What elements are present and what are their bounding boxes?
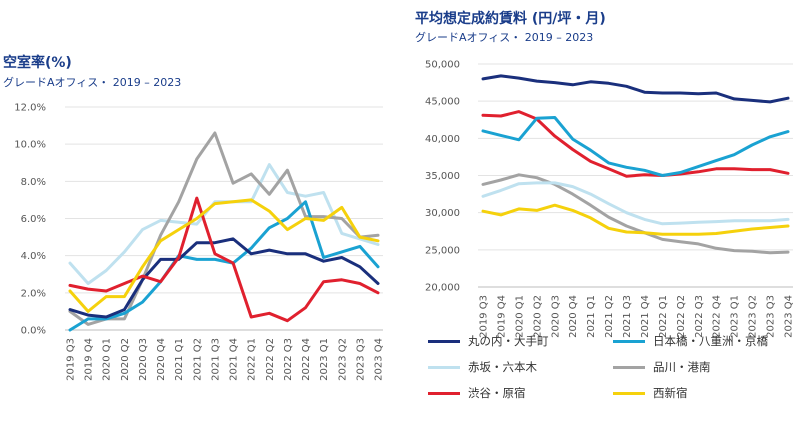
vacancy-y-tick-label: 12.0% <box>14 103 46 114</box>
rent-x-tick-label: 2022 Q1 <box>658 295 669 338</box>
rent-x-tick-label: 2021 Q3 <box>622 295 633 338</box>
rent-x-tick-label: 2020 Q3 <box>550 295 561 338</box>
legend-swatch <box>613 391 645 395</box>
rent-x-tick-label: 2021 Q2 <box>604 295 615 338</box>
rent-x-tick-label: 2022 Q3 <box>694 295 705 338</box>
legend-label: 渋谷・原宿 <box>468 386 526 400</box>
rent-x-tick-label: 2023 Q2 <box>748 295 759 338</box>
vacancy-y-tick-label: 2.0% <box>21 288 46 299</box>
rent-series-line <box>481 181 790 226</box>
rent-series-line <box>481 116 790 177</box>
legend: 丸の内・大手町 日本橋・八重洲・京橋赤坂・六本木 品川・港南渋谷・原宿 西新宿 <box>428 328 798 432</box>
vacancy-x-tick-label: 2019 Q3 <box>66 338 77 381</box>
rent-series-line <box>481 110 790 178</box>
rent-x-tick-label: 2019 Q3 <box>479 295 490 338</box>
legend-item: 丸の内・大手町 <box>428 328 613 354</box>
rent-x-tick-label: 2019 Q4 <box>496 295 507 338</box>
legend-label: 丸の内・大手町 <box>468 334 549 348</box>
vacancy-series-line <box>68 200 380 332</box>
rent-y-tick-label: 30,000 <box>425 208 460 219</box>
rent-series-line <box>481 203 790 236</box>
vacancy-x-tick-label: 2023 Q3 <box>355 338 366 381</box>
vacancy-series-line <box>68 196 380 323</box>
vacancy-x-tick-label: 2020 Q3 <box>138 338 149 381</box>
vacancy-x-tick-label: 2020 Q1 <box>102 338 113 381</box>
legend-swatch <box>428 339 460 343</box>
vacancy-series-line <box>68 163 380 285</box>
rent-x-tick-label: 2020 Q1 <box>514 295 525 338</box>
rent-series-line <box>481 74 790 104</box>
vacancy-x-tick-label: 2023 Q1 <box>319 338 330 381</box>
vacancy-y-tick-label: 8.0% <box>21 177 46 188</box>
rent-x-tick-label: 2023 Q1 <box>730 295 741 338</box>
rent-x-tick-label: 2020 Q2 <box>532 295 543 338</box>
legend-swatch <box>613 365 645 369</box>
vacancy-chart-subtitle: グレードAオフィス・ 2019 – 2023 <box>3 76 182 89</box>
rent-chart: 20,000 25,000 30,000 35,000 40,000 45,000 50,0… <box>425 60 795 338</box>
vacancy-x-tick-label: 2019 Q4 <box>84 338 95 381</box>
rent-x-tick-label: 2023 Q4 <box>784 295 795 338</box>
vacancy-x-tick-label: 2022 Q4 <box>301 338 312 381</box>
legend-item: 日本橋・八重洲・京橋 <box>613 328 798 354</box>
legend-item: 西新宿 <box>613 380 798 406</box>
rent-x-tick-label: 2022 Q2 <box>676 295 687 338</box>
rent-y-tick-label: 40,000 <box>425 134 460 145</box>
vacancy-y-tick-label: 4.0% <box>21 251 46 262</box>
vacancy-rate-chart: 0.0% 2.0% 4.0% 6.0% 8.0% 10.0% 12.0% 2019 Q3 201… <box>14 103 384 381</box>
vacancy-y-tick-label: 6.0% <box>21 214 46 225</box>
legend-item: 品川・港南 <box>613 354 798 380</box>
legend-swatch <box>613 339 645 343</box>
vacancy-x-tick-label: 2020 Q4 <box>156 338 167 381</box>
vacancy-series-line <box>68 198 380 313</box>
legend-swatch <box>428 391 460 395</box>
rent-y-tick-label: 45,000 <box>425 97 460 108</box>
rent-y-tick-label: 50,000 <box>425 60 460 71</box>
legend-label: 品川・港南 <box>653 360 711 374</box>
vacancy-x-tick-label: 2022 Q2 <box>265 338 276 381</box>
vacancy-y-tick-label: 10.0% <box>14 140 46 151</box>
vacancy-x-tick-label: 2022 Q3 <box>283 338 294 381</box>
rent-y-tick-label: 20,000 <box>425 283 460 294</box>
vacancy-x-tick-label: 2021 Q1 <box>174 338 185 381</box>
rent-series-line <box>481 173 790 255</box>
rent-x-tick-label: 2023 Q3 <box>766 295 777 338</box>
legend-label: 赤坂・六本木 <box>468 360 537 374</box>
legend-item: 渋谷・原宿 <box>428 380 613 406</box>
rent-x-tick-label: 2021 Q4 <box>640 295 651 338</box>
vacancy-x-tick-label: 2021 Q3 <box>210 338 221 381</box>
rent-y-tick-label: 25,000 <box>425 245 460 256</box>
vacancy-x-tick-label: 2021 Q4 <box>229 338 240 381</box>
vacancy-chart-title: 空室率(%) <box>3 55 72 71</box>
rent-chart-subtitle: グレードAオフィス・ 2019 – 2023 <box>415 31 594 44</box>
rent-x-tick-label: 2020 Q4 <box>568 295 579 338</box>
rent-chart-title: 平均想定成約賃料 (円/坪・月) <box>415 11 606 27</box>
vacancy-x-tick-label: 2023 Q2 <box>337 338 348 381</box>
legend-swatch <box>428 365 460 369</box>
vacancy-x-tick-label: 2022 Q1 <box>247 338 258 381</box>
legend-item: 赤坂・六本木 <box>428 354 613 380</box>
rent-x-tick-label: 2022 Q4 <box>712 295 723 338</box>
legend-label: 西新宿 <box>653 386 688 400</box>
vacancy-x-tick-label: 2020 Q2 <box>120 338 131 381</box>
vacancy-x-tick-label: 2023 Q4 <box>374 338 385 381</box>
vacancy-series-line <box>68 237 380 319</box>
rent-x-tick-label: 2021 Q1 <box>586 295 597 338</box>
legend-label: 日本橋・八重洲・京橋 <box>653 334 768 348</box>
rent-y-tick-label: 35,000 <box>425 171 460 182</box>
vacancy-x-tick-label: 2021 Q2 <box>192 338 203 381</box>
vacancy-y-tick-label: 0.0% <box>21 326 46 337</box>
